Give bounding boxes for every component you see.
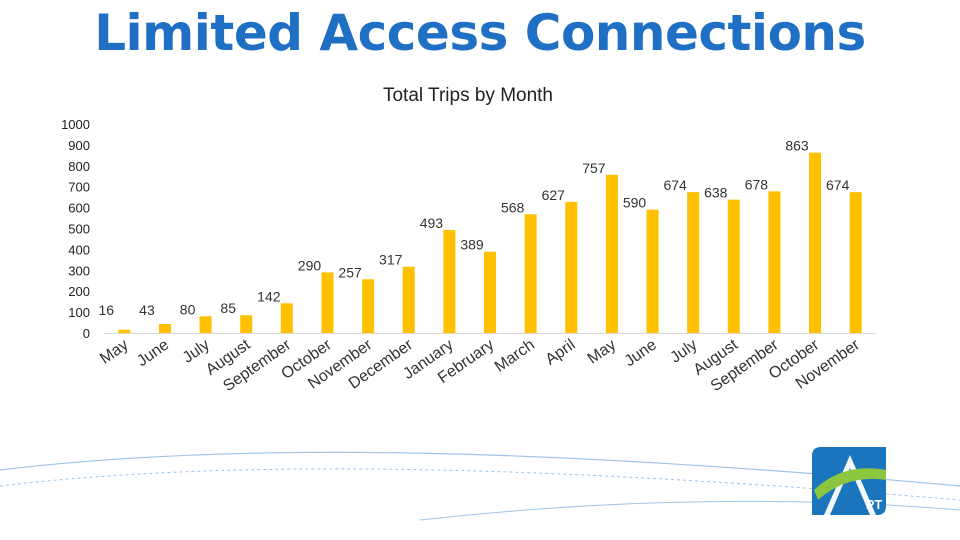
x-tick-label: May <box>97 336 132 367</box>
y-tick-label: 200 <box>68 284 90 299</box>
bar <box>849 192 862 333</box>
data-label: 590 <box>623 195 647 211</box>
logo-road <box>830 468 870 515</box>
x-tick-label: March <box>492 336 538 375</box>
y-tick-label: 1000 <box>61 117 90 132</box>
y-tick-label: 400 <box>68 242 90 257</box>
bar <box>768 191 781 333</box>
data-label: 290 <box>298 257 322 273</box>
y-tick-label: 800 <box>68 159 90 174</box>
data-label: 757 <box>582 160 606 176</box>
bar <box>118 329 131 333</box>
data-label: 389 <box>460 237 484 253</box>
data-label: 674 <box>663 177 687 193</box>
bar <box>484 251 496 333</box>
x-tick-label: April <box>543 336 579 368</box>
bar <box>362 279 375 333</box>
bar-series <box>118 152 862 333</box>
swoosh-line <box>0 468 960 501</box>
data-label: 142 <box>257 288 281 304</box>
x-axis: May June JulyAugustSeptemberOctoberNovembe… <box>97 336 863 395</box>
bar <box>646 209 659 333</box>
bar <box>240 315 253 333</box>
data-label: 80 <box>180 301 196 317</box>
logo-text: PT <box>866 497 883 512</box>
data-labels: 16 43 80 85 142 290 257 317 493 389 568 627 757 590 67… <box>99 138 850 318</box>
page-title: Limited Access Connections <box>94 4 866 62</box>
bar <box>443 229 456 333</box>
y-tick-label: 300 <box>68 263 90 278</box>
y-axis: 0 100 200 300 400 500 600 700 800 900 1000 <box>61 117 876 341</box>
bar <box>687 192 700 333</box>
chart-title: Total Trips by Month <box>383 85 553 106</box>
data-label: 85 <box>220 300 236 316</box>
bar <box>565 201 578 333</box>
data-label: 674 <box>826 177 850 193</box>
data-label: 257 <box>338 264 362 280</box>
data-label: 627 <box>542 187 566 203</box>
y-tick-label: 700 <box>68 180 90 195</box>
swoosh-line <box>0 451 960 487</box>
data-label: 317 <box>379 252 403 268</box>
x-tick-label: June <box>622 336 660 370</box>
pt-logo: PT <box>812 447 886 515</box>
logo-leaf <box>814 468 886 500</box>
data-label: 493 <box>420 215 444 231</box>
bar <box>402 266 415 333</box>
y-tick-label: 900 <box>68 138 90 153</box>
y-tick-label: 500 <box>68 222 90 237</box>
bar <box>727 199 740 333</box>
data-label: 638 <box>704 185 728 201</box>
x-tick-label: June <box>134 336 172 370</box>
bar <box>158 324 171 333</box>
bar <box>280 303 293 333</box>
x-tick-label: May <box>585 336 620 367</box>
bar <box>199 316 212 333</box>
bar <box>524 214 537 333</box>
data-label: 43 <box>139 302 155 318</box>
data-label: 568 <box>501 199 525 215</box>
bar <box>809 152 822 333</box>
data-label: 16 <box>99 302 115 318</box>
bar <box>321 272 334 333</box>
bar <box>605 174 618 333</box>
data-label: 678 <box>745 176 769 192</box>
y-tick-label: 600 <box>68 201 90 216</box>
data-label: 863 <box>785 138 809 154</box>
y-tick-label: 0 <box>83 326 90 341</box>
y-tick-label: 100 <box>68 305 90 320</box>
